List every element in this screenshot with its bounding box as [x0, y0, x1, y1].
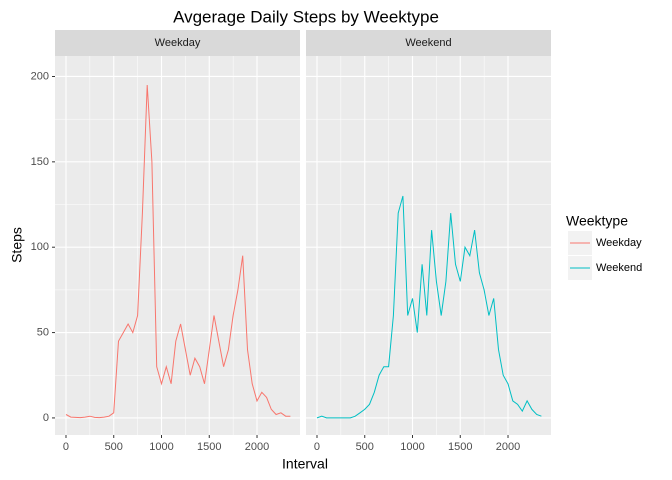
y-tick-label: 150: [31, 156, 49, 168]
legend-label: Weekend: [596, 262, 642, 274]
y-tick-label: 200: [31, 70, 49, 82]
x-axis-label: Interval: [282, 456, 328, 472]
y-tick-label: 100: [31, 241, 49, 253]
chart-title: Avgerage Daily Steps by Weektype: [173, 7, 439, 26]
y-axis-label: Steps: [9, 227, 25, 263]
strip: [306, 30, 551, 56]
x-tick-label: 1000: [149, 441, 173, 453]
x-tick-label: 0: [314, 441, 320, 453]
x-tick-label: 1000: [400, 441, 424, 453]
x-tick-label: 0: [63, 441, 69, 453]
y-tick-label: 0: [43, 412, 49, 424]
legend-label: Weekday: [596, 237, 642, 249]
x-tick-label: 2000: [245, 441, 269, 453]
strip-label: Weekend: [405, 37, 451, 49]
panel: [306, 56, 551, 435]
x-tick-label: 500: [105, 441, 123, 453]
series-line: [316, 195, 542, 419]
x-tick-label: 2000: [496, 441, 520, 453]
strip-label: Weekday: [155, 37, 201, 49]
legend-title: Weektype: [566, 213, 628, 229]
x-tick-label: 1500: [197, 441, 221, 453]
x-tick-label: 500: [356, 441, 374, 453]
x-tick-label: 1500: [448, 441, 472, 453]
y-tick-label: 50: [37, 326, 49, 338]
strip: [55, 30, 300, 56]
series-line: [65, 84, 291, 419]
panel: [55, 56, 300, 435]
